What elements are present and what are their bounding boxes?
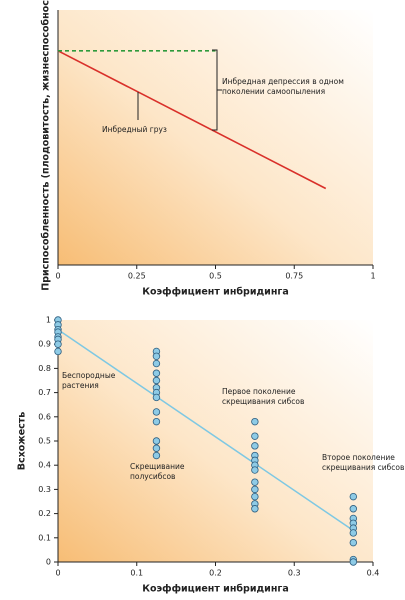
y-tick-label: 0.2 [38, 509, 51, 518]
point [152, 393, 161, 402]
y-tick-label: 0.6 [38, 412, 51, 421]
annotation: Беспородные [62, 371, 116, 380]
x-tick-label: 1 [370, 272, 375, 281]
plot-background [58, 320, 373, 562]
point [251, 442, 259, 450]
point [152, 437, 161, 445]
point [152, 451, 161, 460]
x-axis-label: Коэффициент инбридинга [142, 584, 289, 595]
point [251, 417, 259, 426]
point [251, 466, 259, 474]
y-axis-label: Приспособленность (плодовитость, жизнесп… [41, 0, 52, 291]
point [251, 478, 259, 486]
point [152, 444, 161, 452]
x-tick-label: 0.3 [288, 569, 301, 578]
point [349, 529, 358, 537]
y-tick-label: 0.8 [38, 364, 51, 373]
y-tick-label: 0.1 [38, 533, 51, 542]
point [152, 359, 161, 368]
y-tick-label: 0.3 [38, 485, 51, 494]
point [152, 369, 161, 377]
point [349, 505, 358, 513]
annotation: Первое поколение [222, 387, 296, 396]
x-tick-label: 0.1 [130, 569, 143, 578]
x-tick-label: 0 [55, 272, 60, 281]
point [152, 376, 161, 385]
plot-background [58, 10, 373, 265]
y-tick-label: 0.9 [38, 340, 51, 349]
x-tick-label: 0 [55, 569, 60, 578]
point [349, 492, 358, 501]
point [152, 352, 161, 360]
x-tick-label: 0.2 [209, 569, 222, 578]
point [152, 408, 161, 416]
point [54, 340, 62, 348]
x-tick-label: 0.75 [285, 272, 303, 281]
annotation: скрещивания сибсов [322, 463, 404, 472]
point [251, 485, 259, 494]
y-tick-label: 0.7 [38, 388, 51, 397]
annotation: Скрещивание [130, 462, 185, 471]
y-tick-label: 0 [46, 558, 51, 567]
annotation: Инбредная депрессия в одном [222, 77, 344, 86]
annotation: поколении самоопыления [222, 87, 325, 96]
point [152, 417, 161, 426]
y-tick-label: 0.5 [38, 437, 51, 446]
bracket [137, 49, 222, 131]
point [349, 558, 358, 566]
point [349, 538, 358, 547]
point [251, 432, 259, 440]
y-tick-label: 0.4 [38, 461, 51, 470]
x-tick-label: 0.5 [209, 272, 222, 281]
point [54, 347, 62, 356]
x-axis-label: Коэффициент инбридинга [142, 287, 289, 298]
x-tick-label: 0.25 [128, 272, 146, 281]
line-series [57, 50, 327, 190]
point [251, 492, 259, 501]
annotation: полусибсов [130, 472, 175, 481]
x-tick-label: 0.4 [367, 569, 380, 578]
annotation: Второе поколение [322, 453, 395, 462]
y-tick-label: 1 [46, 316, 51, 325]
y-axis-label: Всхожесть [17, 412, 28, 471]
annotation: Инбредный груз [102, 125, 167, 134]
point [251, 505, 259, 513]
annotation: растения [62, 381, 99, 390]
fit-line [57, 329, 354, 532]
annotation: скрещивания сибсов [222, 397, 304, 406]
